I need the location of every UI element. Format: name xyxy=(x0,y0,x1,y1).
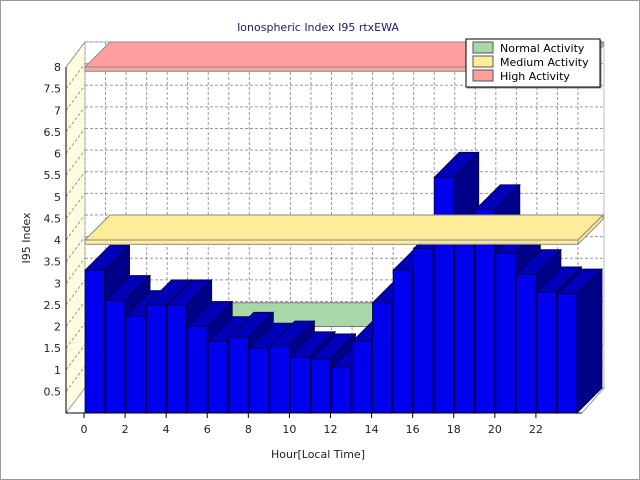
y-axis-label: I95 Index xyxy=(20,212,33,264)
bar-front xyxy=(310,358,331,414)
x-tick-label: 2 xyxy=(122,423,129,436)
bar-front xyxy=(207,341,229,414)
grid-line-y-wall xyxy=(65,128,86,154)
medium-activity-band-top xyxy=(83,214,605,241)
y-tick-label: 4.5 xyxy=(44,212,62,225)
grid-line-y-wall xyxy=(65,214,86,241)
grid-line-y-wall xyxy=(65,171,86,198)
grid-line-y-wall xyxy=(65,193,86,219)
grid-line-y-wall xyxy=(65,322,86,349)
bar-front xyxy=(454,230,475,414)
x-axis-label: Hour[Local Time] xyxy=(271,448,365,461)
bar-front xyxy=(515,274,537,414)
grid-line-y-wall xyxy=(65,236,86,262)
x-tick-label: 10 xyxy=(282,423,296,436)
grid-line-y-wall xyxy=(65,84,86,111)
x-tick-label: 16 xyxy=(406,423,420,436)
bar-front xyxy=(351,341,372,414)
grid-line-y-wall xyxy=(65,344,86,371)
bar-front xyxy=(290,356,311,414)
y-tick-label: 3 xyxy=(54,277,61,290)
bar-front xyxy=(557,293,578,414)
legend-label-medium: Medium Activity xyxy=(500,56,589,69)
x-tick-label: 22 xyxy=(529,423,543,436)
legend-swatch-normal xyxy=(472,41,494,54)
y-tick-label: 4 xyxy=(54,234,61,247)
y-tick-label: 7.5 xyxy=(44,83,62,96)
legend-label-high: High Activity xyxy=(500,70,570,83)
bar-front xyxy=(187,326,208,414)
y-tick-label: 7 xyxy=(54,104,61,117)
bar-front xyxy=(228,336,249,414)
x-tick-label: 14 xyxy=(365,423,379,436)
chart-title: Ionospheric Index I95 rtxEWA xyxy=(237,21,399,34)
x-tick-label: 0 xyxy=(81,423,88,436)
bar-front xyxy=(146,304,167,414)
grid-line-y-wall xyxy=(65,366,86,392)
grid-line-y-wall xyxy=(65,63,86,89)
bar-front xyxy=(269,345,290,414)
bar-front xyxy=(433,176,455,414)
y-tick-label: 2.5 xyxy=(44,299,62,312)
bar-front xyxy=(248,347,270,414)
x-tick-label: 4 xyxy=(163,423,170,436)
legend-swatch-high xyxy=(472,69,494,82)
bar-front xyxy=(536,291,557,414)
y-tick-label: 5 xyxy=(54,191,61,204)
medium-activity-band-side xyxy=(577,213,604,246)
y-tick-label: 6 xyxy=(54,148,61,161)
bar-front xyxy=(372,302,393,414)
bar-front xyxy=(105,300,126,414)
y-tick-label: 1.5 xyxy=(44,342,62,355)
x-tick-label: 6 xyxy=(204,423,211,436)
legend-label-normal: Normal Activity xyxy=(500,42,585,55)
y-tick-label: 6.5 xyxy=(44,126,62,139)
chart-axes: 0.5 1 1.5 2 2.5 3 3.5 4 4.5 5 5.5 6 6.5 7 7.5 8 0 2 4 6 8 10 1… xyxy=(44,61,582,436)
bar-side xyxy=(576,268,603,414)
y-tick-label: 1 xyxy=(54,364,61,377)
legend-swatch-medium xyxy=(472,55,494,68)
grid-line-y-wall xyxy=(65,106,86,133)
y-tick-label: 8 xyxy=(54,61,61,74)
x-tick-label: 8 xyxy=(245,423,252,436)
x-tick-label: 12 xyxy=(324,423,338,436)
y-tick-label: 3.5 xyxy=(44,256,62,269)
grid-line-y-wall xyxy=(65,41,86,68)
bar-front xyxy=(495,252,516,414)
y-tick-label: 0.5 xyxy=(44,385,62,398)
grid-line-y-wall xyxy=(65,149,86,176)
bar-front xyxy=(392,269,414,414)
bar-front xyxy=(413,248,434,414)
grid-line-y-wall xyxy=(65,257,86,284)
y-tick-label: 2 xyxy=(54,321,61,334)
bar-front xyxy=(125,315,147,414)
bar-front xyxy=(166,304,188,414)
bar-front xyxy=(331,367,352,414)
bar-front xyxy=(84,269,105,414)
grid-line-y-wall xyxy=(65,301,86,327)
x-tick-label: 20 xyxy=(488,423,502,436)
legend: Normal Activity Medium Activity High Act… xyxy=(465,38,602,89)
grid-line-y-wall xyxy=(65,279,86,306)
medium-activity-band-front xyxy=(84,239,579,245)
x-tick-label: 18 xyxy=(447,423,461,436)
y-tick-label: 5.5 xyxy=(44,169,62,182)
